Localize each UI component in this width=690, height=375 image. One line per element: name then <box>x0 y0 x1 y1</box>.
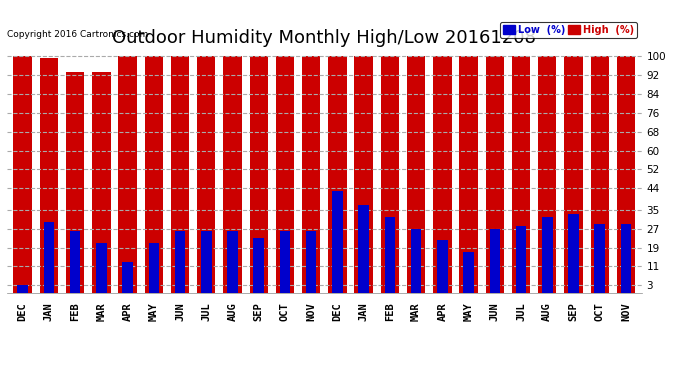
Bar <box>463 252 474 292</box>
Bar <box>224 56 241 292</box>
Title: Outdoor Humidity Monthly High/Low 20161208: Outdoor Humidity Monthly High/Low 201612… <box>112 29 536 47</box>
Bar <box>617 56 635 292</box>
Bar <box>145 56 163 292</box>
Bar <box>538 56 556 292</box>
Bar <box>40 58 58 292</box>
Bar <box>92 72 110 292</box>
Bar <box>384 217 395 292</box>
Text: Copyright 2016 Cartronics.com: Copyright 2016 Cartronics.com <box>7 30 148 39</box>
Bar <box>197 56 215 292</box>
Bar <box>227 231 238 292</box>
Bar <box>569 214 579 292</box>
Bar <box>437 240 448 292</box>
Bar <box>564 56 582 292</box>
Bar <box>516 226 526 292</box>
Bar <box>122 262 132 292</box>
Bar <box>253 238 264 292</box>
Bar <box>302 56 320 292</box>
Bar <box>490 229 500 292</box>
Bar <box>148 243 159 292</box>
Bar <box>542 217 553 292</box>
Bar <box>355 56 373 292</box>
Bar <box>591 56 609 292</box>
Bar <box>17 285 28 292</box>
Bar <box>512 56 530 292</box>
Bar <box>201 231 212 292</box>
Bar <box>328 56 346 292</box>
Bar <box>433 56 451 292</box>
Bar <box>381 56 399 292</box>
Bar <box>621 224 631 292</box>
Bar <box>119 56 137 292</box>
Bar <box>411 229 422 292</box>
Bar <box>332 191 343 292</box>
Bar <box>171 56 189 292</box>
Bar <box>358 205 369 292</box>
Bar <box>279 231 290 292</box>
Bar <box>407 56 425 292</box>
Legend: Low  (%), High  (%): Low (%), High (%) <box>500 22 637 38</box>
Bar <box>595 224 605 292</box>
Bar <box>460 56 477 292</box>
Bar <box>306 231 317 292</box>
Bar <box>175 231 186 292</box>
Bar <box>66 72 84 292</box>
Bar <box>486 56 504 292</box>
Bar <box>276 56 294 292</box>
Bar <box>70 231 80 292</box>
Bar <box>96 243 106 292</box>
Bar <box>250 56 268 292</box>
Bar <box>14 56 32 292</box>
Bar <box>43 222 54 292</box>
